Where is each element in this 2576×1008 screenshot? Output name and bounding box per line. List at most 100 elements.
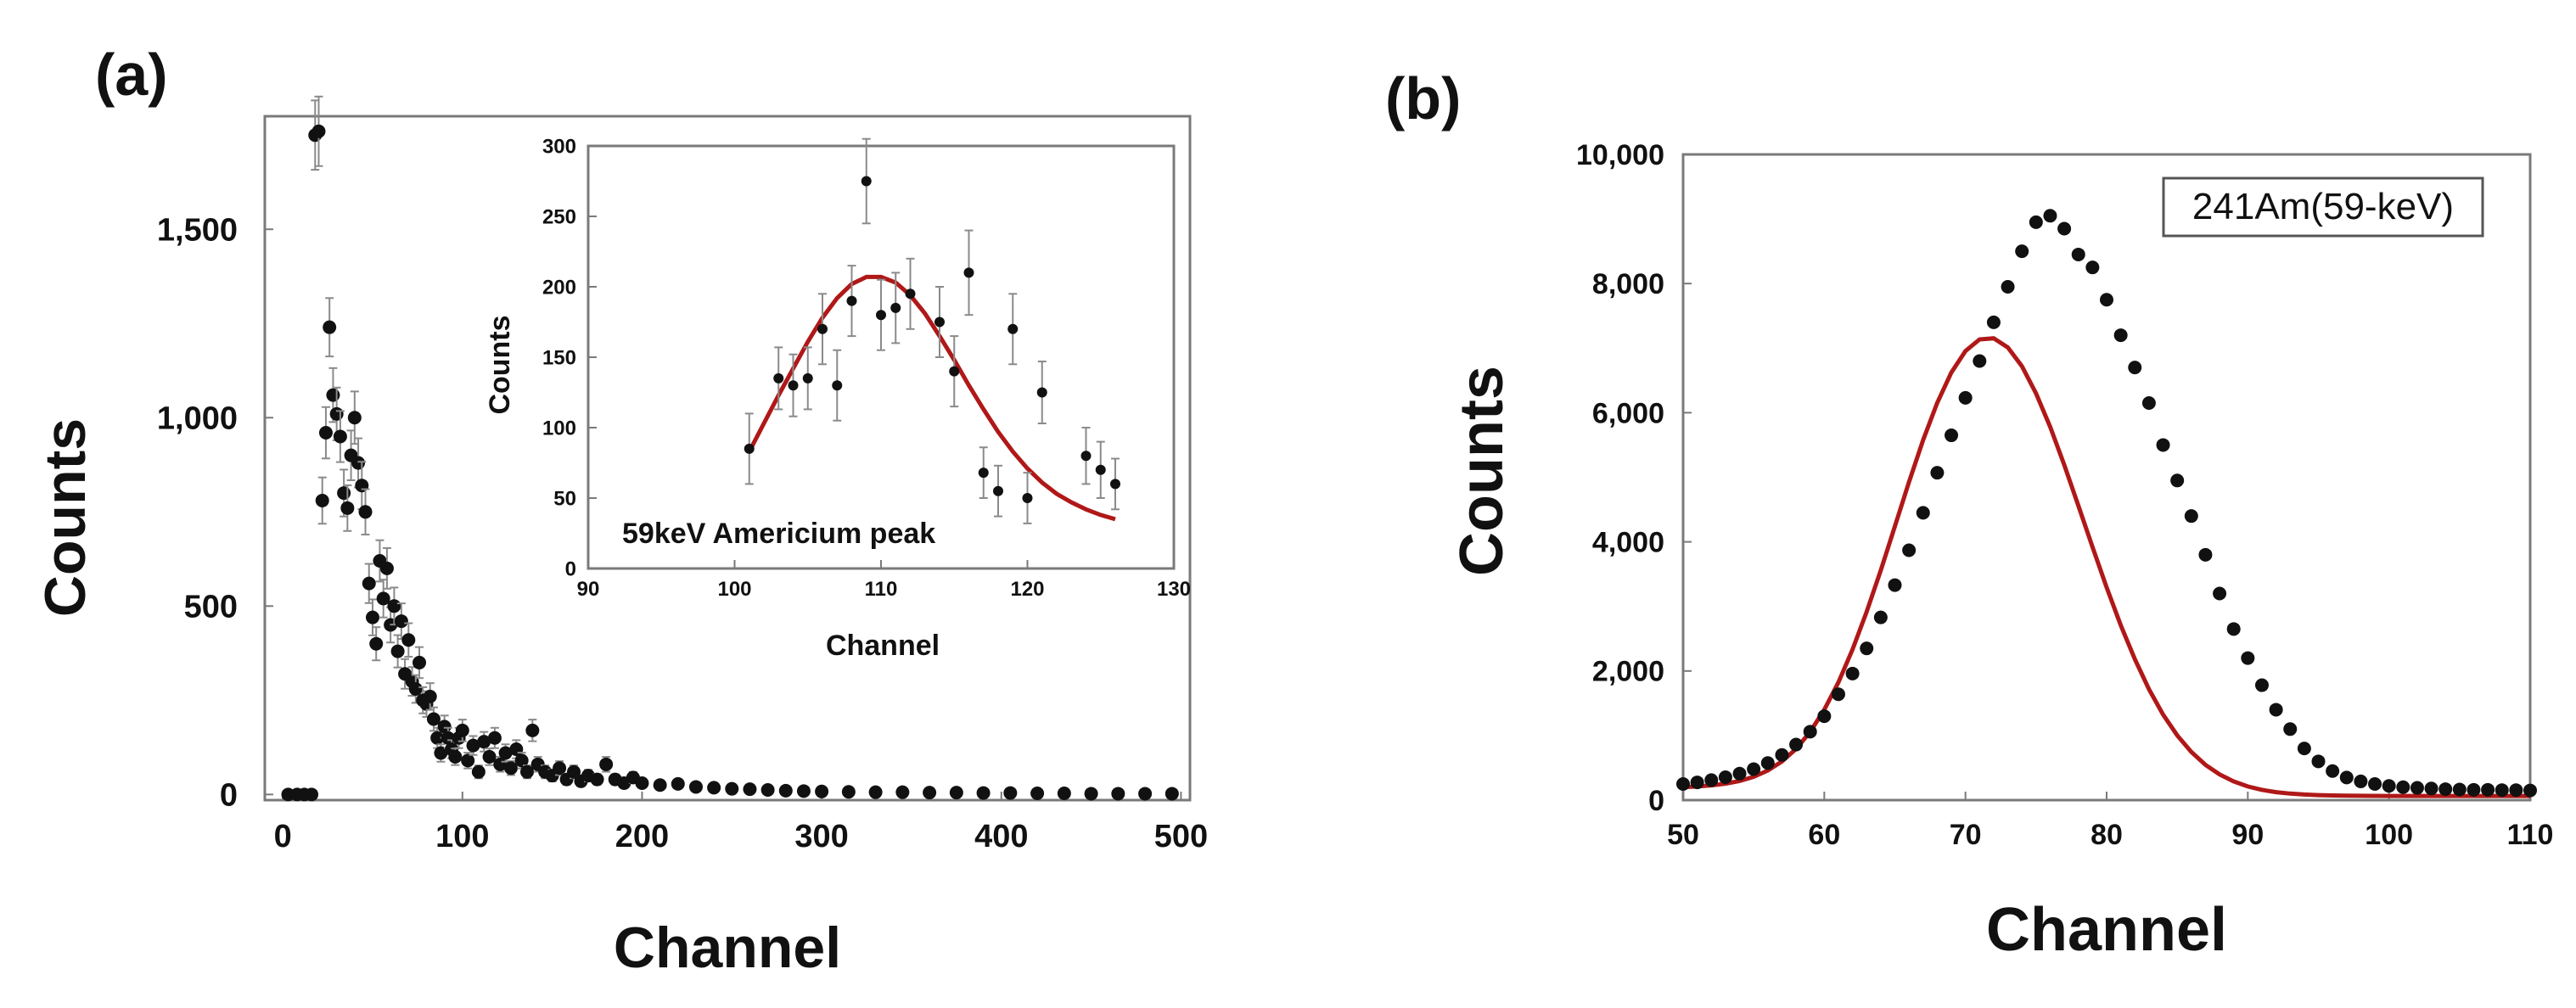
chart-b-data-point bbox=[1831, 687, 1845, 702]
chart-a-x-tick-label: 500 bbox=[1154, 819, 1208, 854]
chart-b-data-point bbox=[2254, 678, 2269, 692]
chart-a-data-point bbox=[358, 505, 373, 519]
chart-b-data-point bbox=[2141, 395, 2156, 410]
panel-a-label: (a) bbox=[95, 42, 168, 108]
chart-a-data-point bbox=[841, 785, 856, 799]
chart-a-data-point bbox=[688, 780, 703, 794]
chart-a-data-point bbox=[390, 644, 405, 658]
chart-b-data-point bbox=[1888, 578, 1902, 592]
chart-a-y-tick-label: 1,000 bbox=[157, 401, 238, 437]
chart-a-data-point bbox=[401, 633, 416, 647]
chart-a-data-point bbox=[311, 124, 326, 138]
chart-b-data-point bbox=[1873, 610, 1888, 624]
chart-a-data-point bbox=[333, 429, 347, 444]
inset-y-tick-label: 50 bbox=[553, 487, 576, 510]
chart-b-data-point bbox=[1902, 543, 1917, 557]
chart-b-x-tick-label: 70 bbox=[1950, 819, 1982, 851]
inset-y-ticks: 0 50 100 150 200 250 300 bbox=[542, 135, 597, 580]
chart-a-data-point bbox=[430, 731, 445, 745]
chart-a-data-point bbox=[590, 772, 604, 787]
chart-a-data-point bbox=[477, 735, 491, 749]
chart-b-data-point bbox=[2368, 776, 2382, 791]
chart-a-frame bbox=[263, 115, 1192, 802]
inset-x-tick-label: 110 bbox=[865, 578, 898, 601]
chart-a-data-point bbox=[923, 786, 937, 800]
chart-a-data-point bbox=[318, 426, 333, 440]
chart-b-x-tick-label: 80 bbox=[2091, 819, 2123, 851]
chart-a-data-point bbox=[503, 761, 518, 776]
inset-data-point bbox=[1007, 323, 1019, 334]
inset-x-tick-label: 90 bbox=[577, 578, 600, 601]
inset-data-point bbox=[934, 316, 945, 328]
chart-a-data-point bbox=[520, 764, 535, 779]
inset-data-point bbox=[788, 380, 799, 391]
chart-a-data-point bbox=[599, 757, 614, 771]
chart-a-data-point bbox=[778, 783, 793, 798]
chart-b-data-point bbox=[2113, 328, 2128, 343]
chart-a-data-point bbox=[553, 761, 567, 776]
inset-data-point bbox=[832, 380, 843, 391]
chart-a-data-point bbox=[635, 776, 649, 791]
inset-data-point bbox=[949, 366, 960, 377]
chart-b-x-ticks: 50 60 70 80 90 100 110 bbox=[1667, 792, 2553, 851]
chart-a-data-point bbox=[362, 576, 376, 591]
chart-b-x-tick-label: 50 bbox=[1667, 819, 1699, 851]
chart-b-points bbox=[1676, 209, 2537, 798]
chart-b-data-point bbox=[2241, 651, 2255, 665]
chart-a-data-point bbox=[329, 406, 344, 421]
chart-b-x-tick-label: 60 bbox=[1808, 819, 1840, 851]
chart-a-x-ticks: 0 100 200 300 400 500 bbox=[274, 792, 1208, 854]
inset-data-point bbox=[978, 468, 989, 479]
chart-b-data-point bbox=[1986, 315, 2001, 329]
chart-a-data-point bbox=[1030, 787, 1045, 801]
chart-a-data-point bbox=[466, 738, 480, 753]
chart-a-data-point bbox=[376, 591, 390, 606]
chart-b-data-point bbox=[2326, 764, 2340, 778]
inset-x-tick-label: 100 bbox=[717, 578, 751, 601]
panel-b-label: (b) bbox=[1385, 65, 1461, 132]
chart-a-y-axis-label: Counts bbox=[33, 418, 98, 617]
chart-b-data-point bbox=[1704, 773, 1719, 787]
chart-b-data-point bbox=[2029, 215, 2043, 229]
inset-data-point bbox=[1022, 493, 1033, 503]
chart-b-data-point bbox=[2184, 509, 2198, 524]
chart-b-x-tick-label: 90 bbox=[2231, 819, 2264, 851]
inset-y-axis-label: Counts bbox=[484, 315, 516, 414]
chart-a-data-point bbox=[461, 753, 475, 768]
chart-a-data-point bbox=[760, 783, 775, 798]
chart-a-data-point bbox=[408, 681, 423, 696]
chart-a-data-point bbox=[305, 787, 319, 802]
inset-x-tick-label: 120 bbox=[1010, 578, 1044, 601]
inset-data-point bbox=[744, 443, 755, 454]
chart-b-data-point bbox=[2382, 779, 2396, 793]
chart-b-y-tick-label: 10,000 bbox=[1576, 139, 1664, 171]
chart-a-data-point bbox=[567, 764, 581, 779]
chart-b-data-point bbox=[2439, 782, 2453, 797]
chart-b-data-point bbox=[2452, 782, 2467, 797]
chart-b-data-point bbox=[2283, 722, 2298, 736]
inset-data-point bbox=[1080, 451, 1092, 462]
chart-b-data-point bbox=[2410, 781, 2424, 795]
chart-b-data-point bbox=[1690, 776, 1704, 790]
chart-a-y-tick-label: 1,500 bbox=[157, 213, 238, 249]
chart-a-y-ticks: 0 500 1,000 1,500 bbox=[157, 213, 273, 814]
chart-b-data-point bbox=[2128, 361, 2142, 375]
inset-data-point bbox=[846, 295, 857, 306]
chart-a-data-point bbox=[796, 784, 811, 798]
chart-b: 0 2,000 4,000 6,000 8,000 10,000 50 60 70 80 90 10… bbox=[1448, 139, 2553, 964]
chart-a-data-point bbox=[815, 784, 829, 798]
chart-a-data-point bbox=[323, 320, 337, 334]
chart-b-data-point bbox=[1789, 737, 1804, 752]
inset-fit bbox=[747, 274, 1116, 522]
inset-data-point bbox=[1095, 464, 1106, 475]
inset-data-point bbox=[817, 323, 828, 334]
chart-b-data-point bbox=[1718, 770, 1732, 784]
chart-a-data-point bbox=[355, 479, 369, 493]
chart-a-data-point bbox=[347, 411, 362, 425]
inset-data-point bbox=[993, 485, 1003, 496]
chart-a-data-point bbox=[949, 786, 963, 800]
inset-data-point bbox=[773, 372, 784, 384]
chart-a-data-point bbox=[482, 749, 497, 764]
chart-a-data-point bbox=[1111, 787, 1125, 801]
